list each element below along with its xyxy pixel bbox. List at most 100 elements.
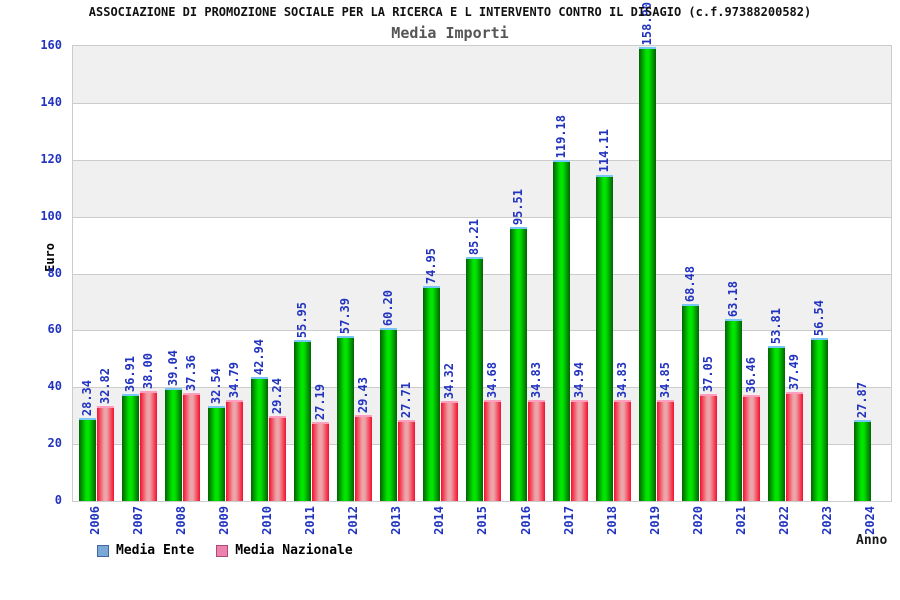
value-label: 28.34 — [80, 380, 94, 417]
x-tick-label-2009: 2009 — [217, 506, 232, 535]
bar-media-nazionale-2019 — [656, 399, 674, 501]
bar-media-ente-2022 — [767, 345, 785, 501]
legend-label-media-ente: Media Ente — [116, 543, 195, 558]
x-tick-label-2022: 2022 — [776, 506, 791, 535]
value-label: 74.95 — [424, 247, 439, 284]
value-label: 60.20 — [381, 289, 396, 326]
value-label: 34.79 — [227, 361, 242, 399]
value-label: 57.39 — [338, 297, 353, 334]
value-label: 37.36 — [184, 354, 199, 391]
value-label: 29.43 — [356, 377, 371, 414]
bar-media-ente-2009 — [208, 406, 226, 501]
x-tick-label-2011: 2011 — [303, 506, 318, 535]
bar-media-ente-2008 — [165, 387, 183, 501]
bar-media-nazionale-2010 — [269, 415, 287, 501]
x-tick-label-2014: 2014 — [432, 506, 447, 535]
bar-media-ente-2007 — [122, 394, 140, 501]
y-tick-label: 160 — [40, 38, 62, 52]
value-label: 119.18 — [553, 114, 568, 159]
bar-media-nazionale-2018 — [613, 399, 631, 501]
x-tick-label-2016: 2016 — [518, 506, 533, 535]
value-label: 42.94 — [252, 338, 267, 375]
plot-band — [73, 159, 891, 217]
y-tick-label: 140 — [40, 94, 62, 109]
gridline — [73, 159, 891, 161]
value-label: 29.24 — [270, 377, 285, 414]
bar-media-ente-2013 — [380, 327, 398, 501]
bar-media-nazionale-2017 — [570, 399, 588, 501]
x-tick-label-2015: 2015 — [475, 506, 490, 535]
y-tick-label: 0 — [54, 493, 62, 507]
y-tick-label: 20 — [47, 436, 62, 451]
y-tick-label: 80 — [47, 265, 62, 280]
gridline — [73, 216, 891, 218]
value-label: 114.11 — [596, 129, 611, 173]
x-tick-label-2010: 2010 — [260, 506, 275, 535]
value-label: 27.71 — [399, 382, 414, 419]
value-label: 53.81 — [768, 307, 783, 344]
bar-media-nazionale-2016 — [527, 399, 545, 501]
x-tick-label-2013: 2013 — [389, 506, 404, 535]
y-tick-label: 120 — [40, 151, 62, 166]
x-axis-title: Anno — [856, 533, 888, 548]
value-label: 39.04 — [166, 349, 181, 386]
x-tick-label-2023: 2023 — [819, 506, 834, 535]
y-axis-ticks: 0 20 40 60 80 100 120 140 160 — [0, 38, 66, 507]
bar-media-ente-2018 — [595, 174, 613, 501]
plot-band — [73, 102, 891, 160]
bar-media-ente-2020 — [681, 304, 699, 501]
x-tick-label-2018: 2018 — [604, 506, 619, 535]
x-tick-label-2017: 2017 — [561, 506, 576, 535]
value-label: 34.83 — [528, 361, 543, 398]
bar-media-nazionale-2020 — [699, 393, 717, 501]
bar-media-ente-2023 — [810, 338, 828, 501]
legend-label-media-nazionale: Media Nazionale — [235, 543, 353, 558]
bar-media-nazionale-2013 — [398, 420, 416, 501]
value-label: 36.46 — [743, 357, 758, 394]
legend-swatch-media-nazionale — [216, 544, 229, 557]
x-tick-label-2020: 2020 — [690, 506, 705, 535]
bar-media-nazionale-2014 — [441, 401, 459, 501]
gridline — [73, 102, 891, 104]
value-label: 56.54 — [811, 300, 826, 337]
bar-media-ente-2016 — [509, 227, 527, 501]
y-tick-label: 40 — [47, 379, 62, 394]
bar-media-ente-2012 — [337, 335, 355, 501]
value-label: 32.54 — [209, 368, 224, 405]
bar-media-ente-2011 — [294, 339, 312, 501]
bar-media-nazionale-2012 — [355, 415, 373, 501]
plot-band — [73, 46, 891, 103]
value-label: 95.51 — [510, 189, 525, 226]
legend-swatch-media-ente — [97, 544, 109, 557]
x-tick-label-2007: 2007 — [131, 506, 146, 535]
value-label: 38.00 — [141, 352, 156, 389]
bar-media-nazionale-2021 — [742, 395, 760, 501]
value-label: 27.19 — [313, 383, 328, 420]
y-tick-label: 60 — [47, 322, 62, 337]
x-tick-label-2021: 2021 — [733, 506, 748, 535]
bar-media-ente-2006 — [79, 418, 96, 501]
value-label: 27.87 — [854, 381, 869, 418]
bar-media-ente-2017 — [552, 160, 570, 501]
value-label: 55.95 — [295, 301, 310, 338]
value-label: 32.82 — [98, 367, 112, 404]
x-tick-label-2019: 2019 — [647, 506, 662, 535]
chart-title: ASSOCIAZIONE DI PROMOZIONE SOCIALE PER L… — [88, 5, 812, 19]
plot-area: 28.34 36.91 39.04 32.54 42.94 55.95 57.39 60.20… — [72, 2, 892, 502]
bar-media-ente-2014 — [423, 285, 441, 501]
bar-media-nazionale-2009 — [226, 400, 244, 501]
value-label: 34.83 — [614, 361, 629, 398]
bar-media-ente-2024 — [853, 419, 871, 501]
bar-media-nazionale-2006 — [97, 405, 114, 501]
value-label: 63.18 — [725, 281, 740, 318]
x-tick-label-2012: 2012 — [346, 506, 361, 535]
x-tick-label-2024: 2024 — [862, 506, 877, 535]
value-label: 36.91 — [123, 355, 138, 393]
legend: Media Ente Media Nazionale — [97, 543, 375, 558]
bar-media-nazionale-2007 — [140, 390, 158, 501]
value-label: 85.21 — [467, 218, 482, 255]
bar-media-nazionale-2011 — [312, 421, 330, 501]
value-label: 34.68 — [485, 362, 500, 399]
value-label: 34.94 — [571, 361, 586, 398]
